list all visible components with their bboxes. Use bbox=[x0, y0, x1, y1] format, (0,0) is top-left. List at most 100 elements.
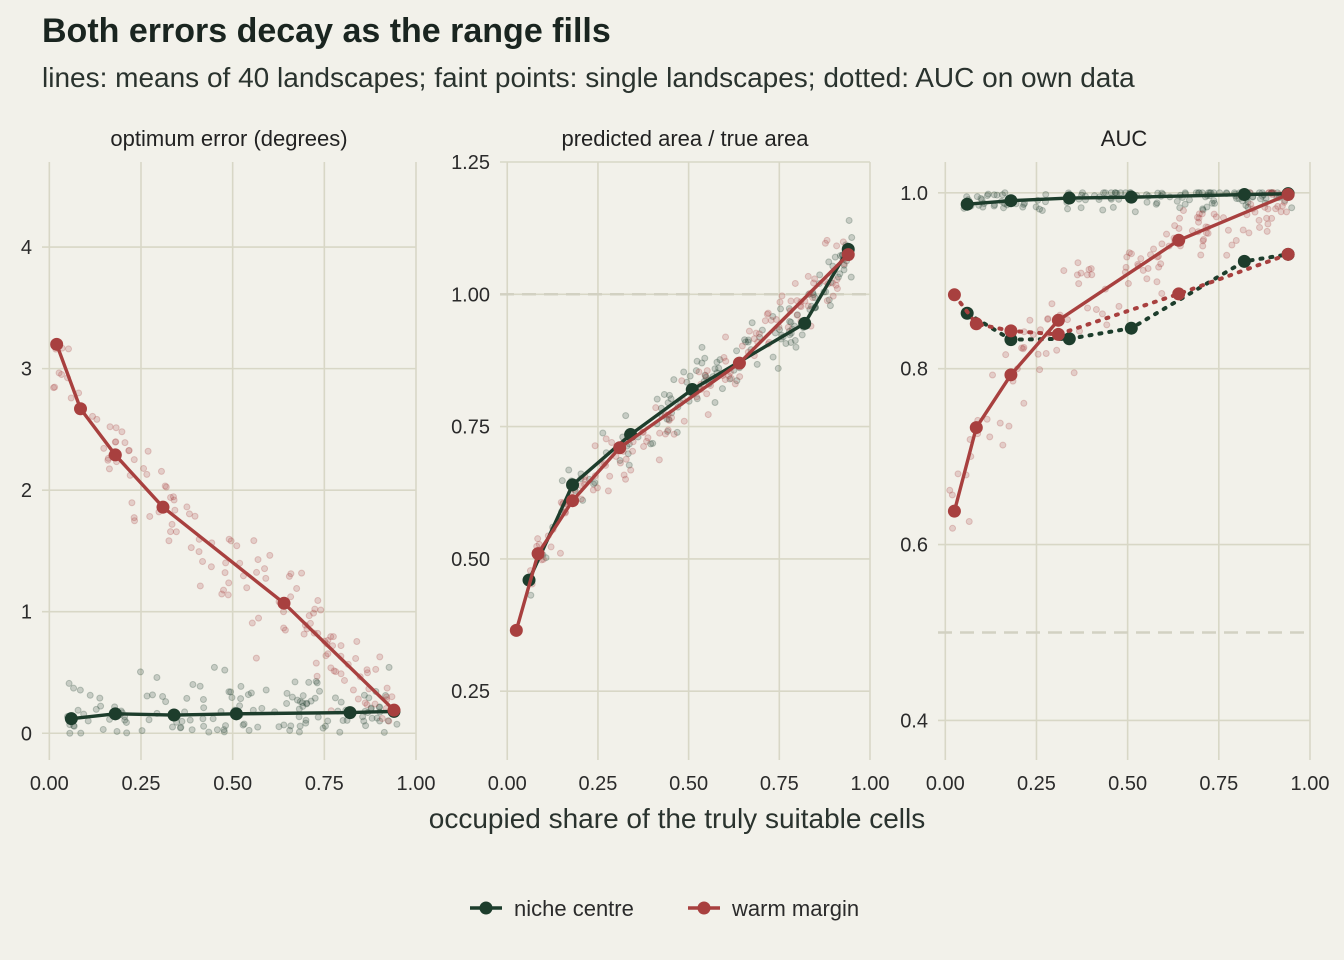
landscape-point bbox=[305, 678, 313, 686]
landscape-point bbox=[786, 318, 794, 326]
landscape-point bbox=[755, 330, 763, 338]
landscape-point bbox=[590, 480, 598, 488]
landscape-point bbox=[287, 593, 295, 601]
landscape-point bbox=[949, 524, 957, 532]
landscape-point bbox=[225, 688, 233, 696]
landscape-point bbox=[1077, 269, 1085, 277]
landscape-point bbox=[581, 476, 589, 484]
landscape-point bbox=[93, 415, 101, 423]
landscape-point bbox=[1212, 213, 1220, 221]
own-data-auc-line bbox=[952, 252, 1291, 337]
landscape-point bbox=[1245, 229, 1253, 237]
landscape-point bbox=[1070, 369, 1078, 377]
x-tick-label: 1.00 bbox=[851, 773, 890, 795]
landscape-point bbox=[693, 395, 701, 403]
landscape-point bbox=[159, 692, 167, 700]
mean-point bbox=[1237, 254, 1251, 268]
landscape-point bbox=[1153, 199, 1161, 207]
landscape-point bbox=[111, 438, 119, 446]
landscape-point bbox=[186, 716, 194, 724]
landscape-point bbox=[1288, 204, 1296, 212]
landscape-point bbox=[644, 434, 652, 442]
landscape-point bbox=[172, 528, 180, 536]
landscape-point bbox=[291, 678, 299, 686]
landscape-point bbox=[738, 342, 746, 350]
landscape-point bbox=[1175, 224, 1183, 232]
landscape-point bbox=[811, 294, 819, 302]
landscape-point bbox=[113, 727, 121, 735]
landscape-point bbox=[106, 423, 114, 431]
landscape-point bbox=[254, 723, 262, 731]
landscape-point bbox=[1224, 226, 1232, 234]
landscape-point bbox=[625, 461, 633, 469]
landscape-point bbox=[275, 723, 283, 731]
landscape-point bbox=[162, 483, 170, 491]
landscape-point bbox=[1122, 263, 1130, 271]
landscape-point bbox=[303, 700, 311, 708]
landscape-point bbox=[354, 695, 362, 703]
landscape-point bbox=[51, 383, 59, 391]
landscape-point bbox=[353, 638, 361, 646]
landscape-point bbox=[322, 652, 330, 660]
y-tick-label: 0.50 bbox=[451, 549, 490, 571]
landscape-point bbox=[287, 722, 295, 730]
landscape-point bbox=[1263, 227, 1271, 235]
landscape-point bbox=[1042, 349, 1050, 357]
landscape-point bbox=[100, 444, 108, 452]
landscape-point bbox=[305, 612, 313, 620]
landscape-point bbox=[761, 317, 769, 325]
landscape-point bbox=[125, 446, 133, 454]
landscape-point bbox=[1228, 241, 1236, 249]
landscape-point bbox=[1152, 200, 1160, 208]
landscape-point bbox=[1115, 302, 1123, 310]
landscape-point bbox=[668, 414, 676, 422]
landscape-point bbox=[1103, 321, 1111, 329]
landscape-point bbox=[363, 666, 371, 674]
landscape-point bbox=[769, 353, 777, 361]
landscape-point bbox=[1131, 208, 1139, 216]
landscape-point bbox=[558, 477, 566, 485]
landscape-point bbox=[652, 404, 660, 412]
y-tick-label: 1.25 bbox=[451, 152, 490, 174]
landscape-point bbox=[196, 682, 204, 690]
landscape-point bbox=[140, 464, 148, 472]
landscape-point bbox=[1210, 210, 1218, 218]
landscape-point bbox=[243, 584, 251, 592]
landscape-point bbox=[1044, 315, 1052, 323]
landscape-point bbox=[84, 717, 92, 725]
landscape-point bbox=[205, 728, 213, 736]
x-tick-label: 0.00 bbox=[926, 773, 965, 795]
landscape-point bbox=[1185, 196, 1193, 204]
landscape-point bbox=[1042, 190, 1050, 198]
landscape-point bbox=[143, 470, 151, 478]
landscape-point bbox=[653, 395, 661, 403]
landscape-point bbox=[1139, 266, 1147, 274]
landscape-point bbox=[1083, 271, 1091, 279]
landscape-point bbox=[244, 691, 252, 699]
landscape-point bbox=[1034, 350, 1042, 358]
landscape-point bbox=[649, 439, 657, 447]
landscape-point bbox=[703, 367, 711, 375]
landscape-point bbox=[1053, 346, 1061, 354]
landscape-point bbox=[50, 384, 58, 392]
mean-line bbox=[71, 709, 395, 721]
landscape-point bbox=[1107, 189, 1115, 197]
x-axis-label: occupied share of the truly suitable cel… bbox=[429, 803, 926, 834]
landscape-point bbox=[296, 698, 304, 706]
landscape-point bbox=[1143, 275, 1151, 283]
landscape-point bbox=[1125, 249, 1133, 257]
landscape-point bbox=[703, 390, 711, 398]
landscape-point bbox=[383, 684, 391, 692]
mean-point bbox=[969, 317, 983, 331]
landscape-point bbox=[254, 556, 262, 564]
landscape-point bbox=[299, 699, 307, 707]
landscape-point bbox=[1204, 229, 1212, 237]
landscape-point bbox=[1074, 259, 1082, 267]
mean-line bbox=[514, 253, 850, 631]
mean-line bbox=[967, 191, 1289, 206]
landscape-point bbox=[1048, 300, 1056, 308]
landscape-point bbox=[191, 512, 199, 520]
landscape-point bbox=[742, 338, 750, 346]
landscape-point bbox=[327, 664, 335, 672]
landscape-point bbox=[1195, 210, 1203, 218]
